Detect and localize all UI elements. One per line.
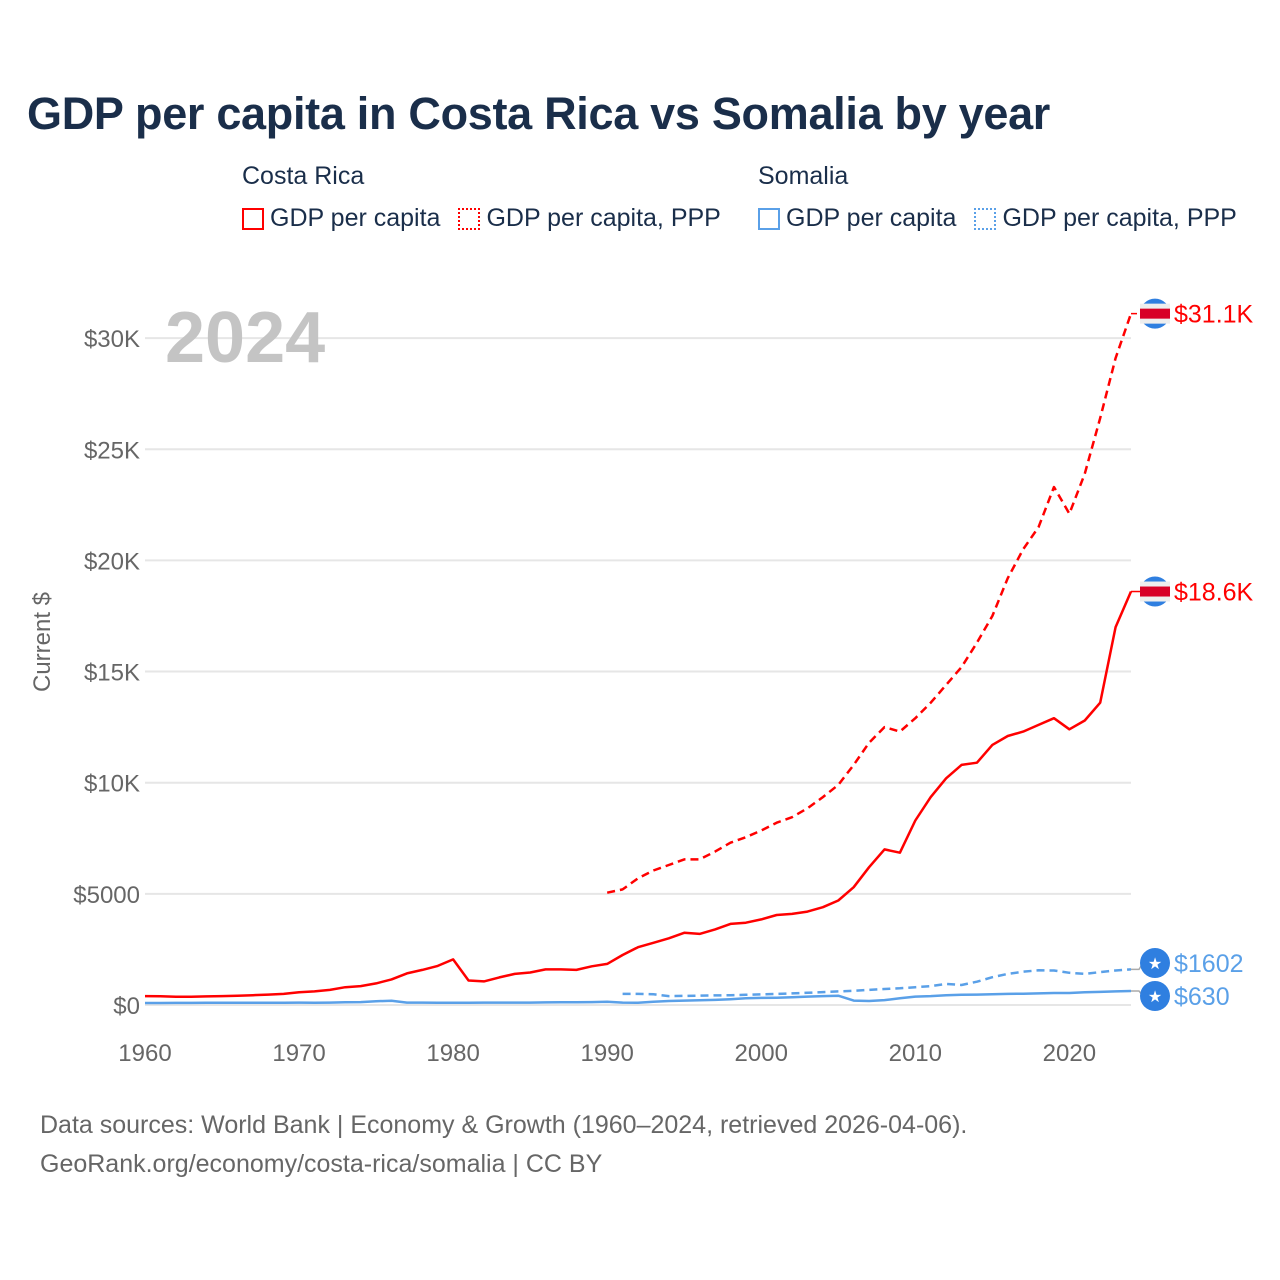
costa-rica-flag-icon	[1140, 298, 1170, 329]
star-icon: ★	[1148, 989, 1162, 1006]
legend-item-costa-rica-ppp[interactable]: GDP per capita, PPP	[458, 204, 721, 233]
legend-group-costa-rica: Costa Rica GDP per capita GDP per capita…	[242, 162, 721, 233]
y-tick-label: $25K	[84, 437, 140, 464]
end-value-label: $630	[1174, 983, 1230, 1011]
somalia-flag-icon: ★	[1140, 981, 1170, 1011]
series-line-costa-rica-gdp-per-capita	[144, 591, 1133, 999]
chart-title: GDP per capita in Costa Rica vs Somalia …	[27, 88, 1051, 139]
y-tick-label: $30K	[84, 326, 140, 353]
y-tick-label: $0	[113, 993, 140, 1020]
source-text: Data sources: World Bank | Economy & Gro…	[40, 1111, 968, 1139]
series-line-somalia-gdp-per-capita-ppp	[622, 968, 1132, 998]
flag-blue	[1140, 981, 1170, 1011]
legend-label: GDP per capita	[270, 204, 441, 232]
legend-swatch-dotted	[458, 207, 481, 230]
footer: Data sources: World Bank | Economy & Gro…	[40, 1106, 967, 1184]
legend-item-somalia-gdp[interactable]: GDP per capita	[758, 204, 956, 233]
year-watermark: 2024	[165, 298, 325, 378]
x-tick-label: 1990	[580, 1040, 633, 1067]
x-tick-label: 2020	[1043, 1040, 1096, 1067]
legend-group-label: Somalia	[758, 162, 849, 190]
y-tick-label: $15K	[84, 660, 140, 687]
legend-group-label: Costa Rica	[242, 162, 365, 190]
end-value-label: $1602	[1174, 950, 1244, 978]
end-value-label: $18.6K	[1174, 579, 1254, 607]
x-tick-label: 2000	[735, 1040, 788, 1067]
legend-group-somalia: Somalia GDP per capita GDP per capita, P…	[758, 162, 1237, 233]
y-tick-label: $5000	[73, 882, 140, 909]
flag-red	[1140, 586, 1170, 597]
star-icon: ★	[1148, 956, 1162, 973]
legend-item-somalia-ppp[interactable]: GDP per capita, PPP	[974, 204, 1237, 233]
flag-red	[1140, 308, 1170, 319]
source-link[interactable]: GeoRank.org/economy/costa-rica/somalia |…	[40, 1150, 603, 1178]
series-line-costa-rica-gdp-per-capita-ppp	[606, 313, 1133, 894]
somalia-flag-icon: ★	[1140, 948, 1170, 978]
y-tick-label: $10K	[84, 771, 140, 798]
legend-swatch-solid	[758, 207, 780, 230]
legend-label: GDP per capita, PPP	[486, 204, 721, 232]
x-tick-label: 1970	[272, 1040, 325, 1067]
legend-swatch-dotted	[974, 207, 997, 230]
end-value-label: $31.1K	[1174, 301, 1254, 329]
flag-blue	[1140, 948, 1170, 978]
y-tick-label: $20K	[84, 548, 140, 575]
legend-label: GDP per capita, PPP	[1002, 204, 1237, 232]
grid: $0 $5000 $10K $15K $20K $25K $30K 1960 1970 1980 1…	[73, 326, 1131, 1067]
legend-label: GDP per capita	[786, 204, 957, 232]
y-axis-label: Current $	[29, 592, 56, 692]
x-tick-label: 1980	[426, 1040, 479, 1067]
x-tick-label: 2010	[889, 1040, 942, 1067]
legend-swatch-solid	[242, 207, 264, 230]
series-line-somalia-gdp-per-capita	[145, 989, 1132, 1005]
x-tick-label: 1960	[118, 1040, 171, 1067]
legend-item-costa-rica-gdp[interactable]: GDP per capita	[242, 204, 440, 233]
costa-rica-flag-icon	[1140, 576, 1170, 607]
